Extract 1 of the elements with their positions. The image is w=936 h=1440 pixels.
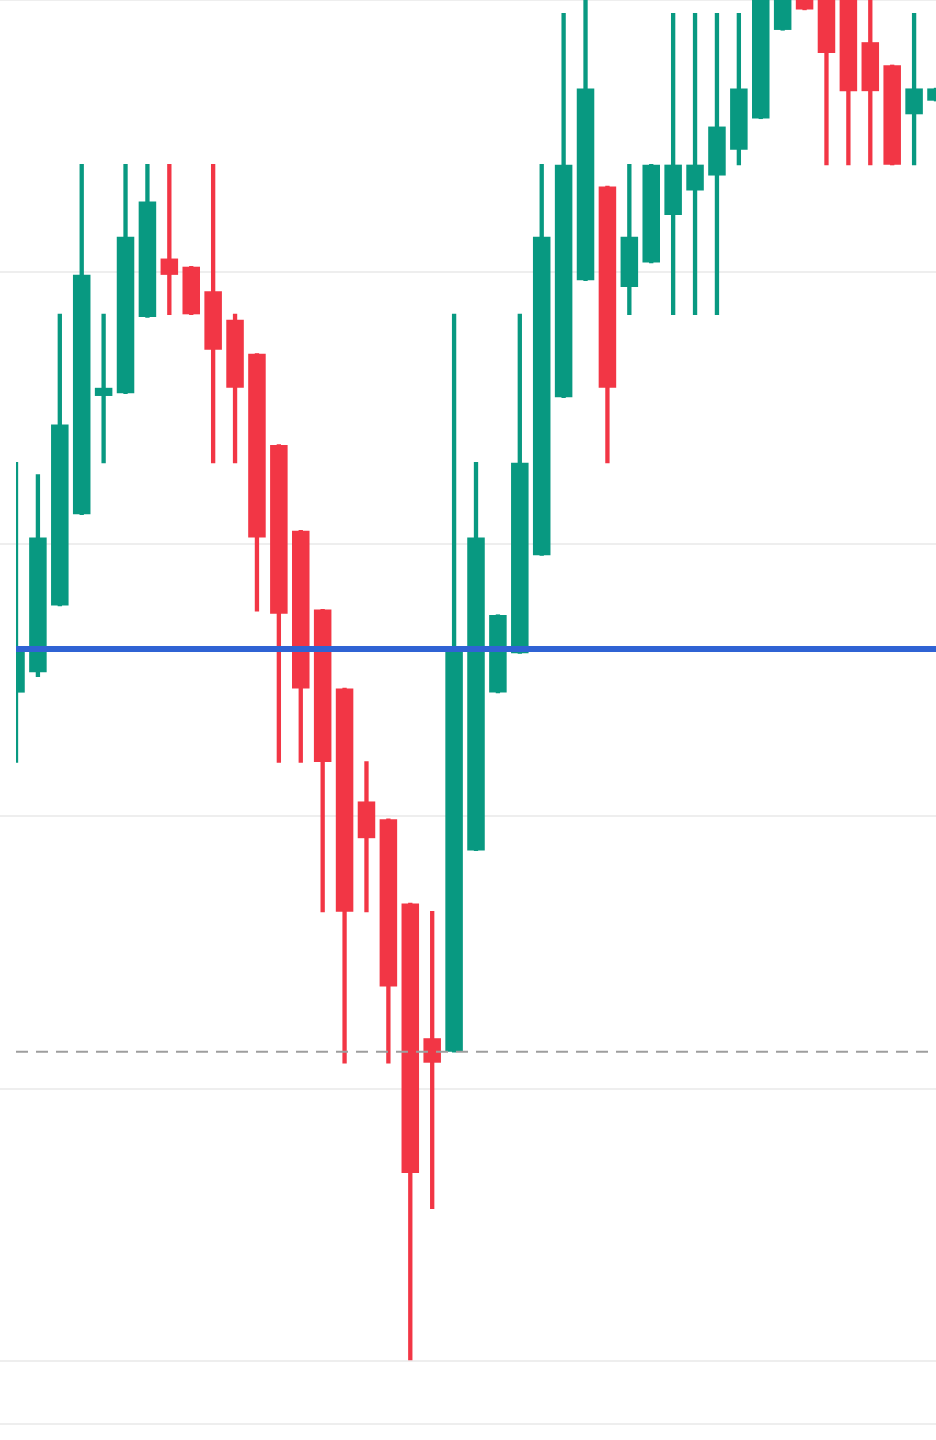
candlestick (94, 313, 113, 464)
